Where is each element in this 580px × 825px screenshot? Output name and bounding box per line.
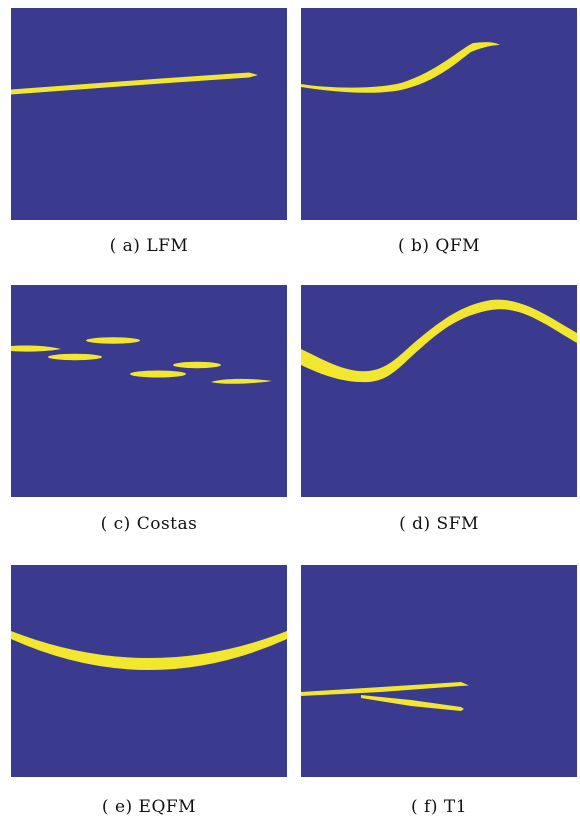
caption-t1: ( f) T1 <box>410 797 468 817</box>
costas-hop <box>130 370 186 378</box>
caption-sfm: ( d) SFM <box>399 514 479 534</box>
panel-background <box>301 8 577 220</box>
costas-hop <box>48 353 102 361</box>
panel-background <box>301 565 577 777</box>
t1-lower-branch <box>361 695 464 711</box>
panel-background <box>11 565 287 777</box>
caption-lfm: ( a) LFM <box>109 236 189 256</box>
t1-image <box>301 565 577 777</box>
qfm-curve <box>301 42 500 93</box>
panel-background <box>301 285 577 497</box>
caption-qfm: ( b) QFM <box>397 236 481 256</box>
sfm-image <box>301 285 577 497</box>
sfm-curve <box>301 299 577 383</box>
costas-hop <box>211 378 272 384</box>
panel-sfm <box>301 285 577 497</box>
eqfm-image <box>11 565 287 777</box>
panel-background <box>11 8 287 220</box>
lfm-curve <box>11 72 258 95</box>
panel-costas <box>11 285 287 497</box>
eqfm-curve <box>11 631 287 670</box>
lfm-image <box>11 8 287 220</box>
t1-upper-branch <box>301 682 469 696</box>
caption-eqfm: ( e) EQFM <box>101 797 197 817</box>
panel-background <box>11 285 287 497</box>
panel-t1 <box>301 565 577 777</box>
panel-eqfm <box>11 565 287 777</box>
costas-hop <box>86 337 140 344</box>
costas-hop <box>173 361 221 369</box>
costas-hop <box>11 345 61 352</box>
qfm-image <box>301 8 577 220</box>
panel-lfm <box>11 8 287 220</box>
costas-image <box>11 285 287 497</box>
caption-costas: ( c) Costas <box>100 514 198 534</box>
panel-qfm <box>301 8 577 220</box>
